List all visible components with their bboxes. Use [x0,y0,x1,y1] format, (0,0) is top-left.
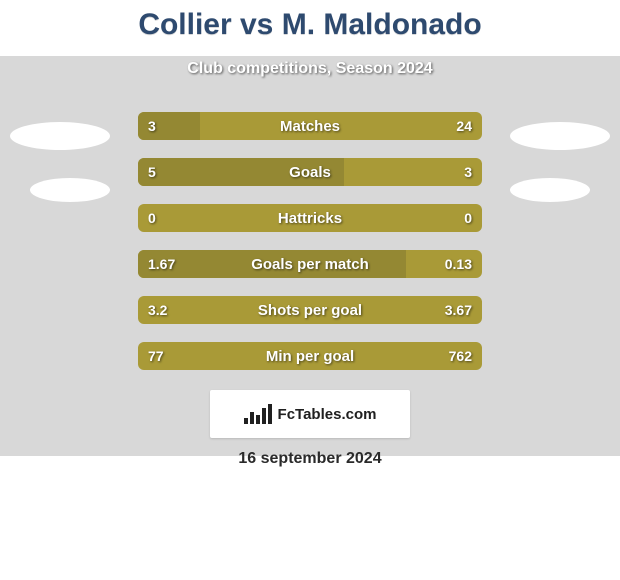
logo-text: FcTables.com [278,406,377,423]
stat-row: 324Matches [138,112,482,140]
stats-container: 324Matches 53Goals 0 0Hattricks 1.670.13Goal… [138,112,482,370]
footer-date: 16 september 2024 [0,450,620,468]
decor-ellipse [510,178,590,202]
stat-fill-left [138,112,200,140]
stat-value-left: 3.2 [148,296,167,324]
stat-label: Shots per goal [138,296,482,324]
stat-value-left: 0 [148,204,156,232]
stat-row: 1.670.13Goals per match [138,250,482,278]
stat-row: 53Goals [138,158,482,186]
stat-value-right: 0.13 [445,250,472,278]
stat-value-right: 762 [449,342,472,370]
stat-row: 0 0Hattricks [138,204,482,232]
fctables-logo[interactable]: FcTables.com [210,390,410,438]
logo-bars-icon [244,404,272,424]
stat-fill-left [138,250,406,278]
stat-value-right: 3 [464,158,472,186]
stat-row: 3.2 3.67Shots per goal [138,296,482,324]
stat-fill-left [138,158,344,186]
stat-value-right: 0 [464,204,472,232]
page-subtitle: Club competitions, Season 2024 [0,60,620,78]
stat-value-left: 77 [148,342,164,370]
stat-label: Min per goal [138,342,482,370]
decor-ellipse [10,122,110,150]
page-title: Collier vs M. Maldonado [0,0,620,42]
stat-label: Hattricks [138,204,482,232]
stat-value-right: 24 [456,112,472,140]
stat-value-right: 3.67 [445,296,472,324]
decor-ellipse [30,178,110,202]
stat-row: 77 762Min per goal [138,342,482,370]
decor-ellipse [510,122,610,150]
